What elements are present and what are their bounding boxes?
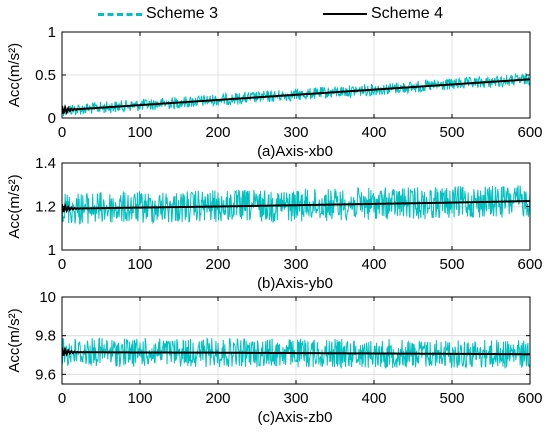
y-tick-label: 1.4 <box>35 155 56 172</box>
y-tick-label: 1.2 <box>35 199 56 216</box>
subplot-title: (c)Axis-zb0 <box>257 409 332 426</box>
legend-label-scheme-4: Scheme 4 <box>371 5 444 22</box>
subplot-title: (a)Axis-xb0 <box>257 143 333 160</box>
chart-panel-2: 0 100 200 300 400 500 600 1 1.2 1.4 Acc(m/s²) (b)Ax… <box>6 155 543 292</box>
series-line-scheme-3 <box>62 336 530 370</box>
x-tick-label: 300 <box>283 124 308 141</box>
legend-swatch-solid-black <box>323 13 367 15</box>
x-tick-label: 200 <box>205 256 230 273</box>
series-line-scheme-4 <box>62 200 530 214</box>
x-tick-label: 400 <box>361 256 386 273</box>
x-tick-label: 500 <box>439 124 464 141</box>
series-line-scheme-4 <box>62 78 530 115</box>
x-tick-label: 0 <box>58 256 66 273</box>
y-axis-label: Acc(m/s²) <box>6 308 23 372</box>
x-tick-label: 0 <box>58 390 66 407</box>
series-line-scheme-4 <box>62 345 530 357</box>
x-tick-label: 300 <box>283 256 308 273</box>
legend-entry-scheme-3[interactable]: Scheme 3 <box>98 4 218 24</box>
x-tick-label: 600 <box>517 124 542 141</box>
y-tick-label: 1 <box>48 24 56 41</box>
y-axis-label: Acc(m/s²) <box>6 43 23 107</box>
x-tick-label: 0 <box>58 124 66 141</box>
series-line-scheme-3 <box>62 72 530 117</box>
x-tick-label: 300 <box>283 390 308 407</box>
y-tick-label: 9.8 <box>35 328 56 345</box>
legend-entry-scheme-4[interactable]: Scheme 4 <box>323 4 443 24</box>
x-tick-label: 200 <box>205 124 230 141</box>
x-tick-label: 200 <box>205 390 230 407</box>
y-tick-label: 9.6 <box>35 366 56 383</box>
x-tick-label: 100 <box>127 124 152 141</box>
y-axis-label: Acc(m/s²) <box>6 174 23 238</box>
x-tick-label: 500 <box>439 256 464 273</box>
x-tick-label: 400 <box>361 124 386 141</box>
x-tick-label: 400 <box>361 390 386 407</box>
x-tick-label: 100 <box>127 390 152 407</box>
chart-panel-1: 0 100 200 300 400 500 600 0 0.5 1 Acc(m/s²) (a)Axis… <box>6 24 543 160</box>
legend-label-scheme-3: Scheme 3 <box>146 5 219 22</box>
x-tick-label: 600 <box>517 256 542 273</box>
y-tick-label: 0.5 <box>35 67 56 84</box>
x-tick-label: 500 <box>439 390 464 407</box>
subplot-title: (b)Axis-yb0 <box>257 275 333 292</box>
y-tick-label: 1 <box>48 242 56 259</box>
legend-swatch-dashed-cyan <box>98 12 142 16</box>
x-tick-label: 100 <box>127 256 152 273</box>
y-tick-label: 0 <box>48 110 56 127</box>
x-tick-label: 600 <box>517 390 542 407</box>
chart-panel-3: 0 100 200 300 400 500 600 9.6 9.8 10 Acc(m/s²) (c)A… <box>6 289 543 426</box>
y-tick-label: 10 <box>39 289 56 306</box>
legend: Scheme 3 Scheme 4 <box>0 0 550 28</box>
